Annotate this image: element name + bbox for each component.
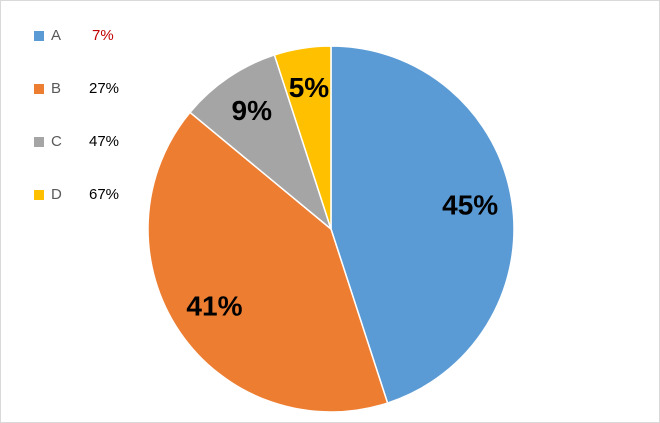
pie-slice <box>273 45 332 230</box>
legend-swatch <box>34 190 44 200</box>
slice-label: 45% <box>442 189 498 220</box>
legend-swatch <box>34 31 44 41</box>
legend-note: 47% <box>89 133 119 150</box>
slice-label: 9% <box>232 95 273 126</box>
legend-label: C <box>51 133 62 150</box>
legend-label: B <box>51 80 61 97</box>
pie-slice <box>188 54 333 232</box>
legend-label: A <box>51 27 61 44</box>
legend-swatch <box>34 137 44 147</box>
slice-label: 5% <box>289 72 330 103</box>
legend-note: 67% <box>89 186 119 203</box>
legend-label: D <box>51 186 62 203</box>
slice-label: 41% <box>186 291 242 322</box>
legend-swatch <box>34 84 44 94</box>
pie-slice <box>330 45 515 404</box>
pie-slice <box>147 111 389 413</box>
legend-note: 27% <box>89 80 119 97</box>
legend-note: 7% <box>92 27 114 44</box>
